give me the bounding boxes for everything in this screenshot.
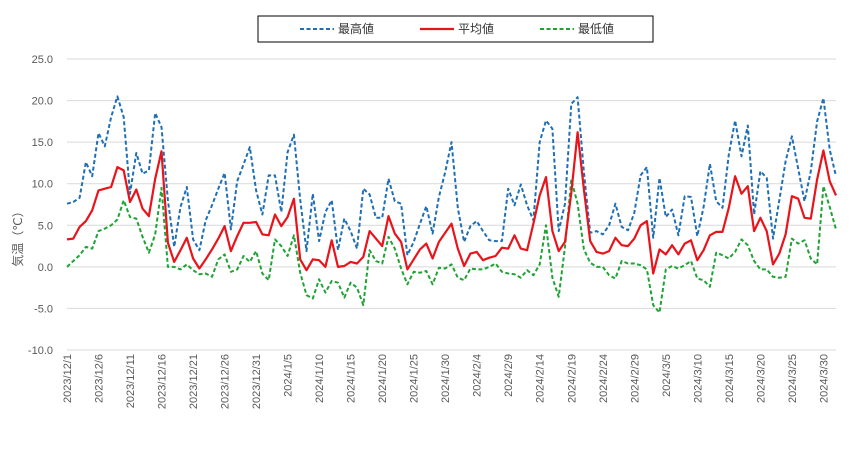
x-tick-label: 2024/1/10 (314, 354, 326, 403)
series-line-2 (66, 131, 838, 275)
x-tick-label: 2024/3/30 (818, 354, 830, 403)
y-tick-label: 10.0 (32, 179, 53, 191)
x-tick-label: 2023/12/6 (94, 354, 106, 403)
y-axis-title: 気温（℃） (10, 205, 25, 266)
x-tick-label: 2024/1/25 (409, 354, 421, 403)
x-tick-label: 2024/2/9 (503, 354, 515, 397)
series-line-1 (66, 95, 837, 257)
x-tick-label: 2024/2/19 (566, 354, 578, 403)
x-tick-label: 2023/12/21 (188, 354, 200, 409)
x-tick-label: 2024/2/14 (535, 354, 547, 403)
gridlines (67, 58, 836, 351)
x-tick-label: 2024/3/10 (692, 354, 704, 403)
x-tick-label: 2024/1/20 (377, 354, 389, 403)
x-tick-label: 2024/2/24 (598, 354, 610, 403)
x-tick-label: 2023/12/31 (251, 354, 263, 409)
x-tick-label: 2024/2/4 (472, 354, 484, 397)
y-axis-tick-labels: 25.0 20.0 15.0 10.0 5.0 0.0 -5.0 -10.0 (28, 54, 53, 357)
x-tick-label: 2023/12/16 (157, 354, 169, 409)
y-tick-label: -5.0 (34, 303, 53, 315)
legend: 最高値 平均値 最低値 (257, 15, 654, 43)
y-tick-label: 0.0 (38, 262, 53, 274)
y-tick-label: -10.0 (28, 345, 53, 357)
legend-box (257, 15, 654, 43)
series-line-3 (66, 178, 837, 314)
x-tick-label: 2024/1/5 (283, 354, 295, 397)
x-tick-label: 2023/12/11 (125, 354, 137, 408)
y-tick-label: 25.0 (32, 54, 53, 66)
x-tick-label: 2024/2/29 (629, 354, 641, 403)
legend-label-1: 最高値 (338, 21, 374, 36)
x-tick-label: 2023/12/1 (62, 354, 74, 403)
x-tick-label: 2024/3/20 (755, 354, 767, 403)
series-lines (66, 95, 838, 314)
y-tick-label: 5.0 (38, 220, 53, 232)
x-tick-label: 2024/3/5 (661, 354, 673, 397)
legend-label-2: 平均値 (458, 21, 494, 36)
y-tick-label: 20.0 (32, 96, 53, 108)
x-axis-tick-labels: 2023/12/1 2023/12/6 2023/12/11 2023/12/16 20… (62, 354, 830, 409)
legend-label-3: 最低値 (578, 21, 614, 36)
x-tick-label: 2024/3/15 (724, 354, 736, 403)
x-tick-label: 2024/1/15 (346, 354, 358, 403)
x-tick-label: 2024/1/30 (440, 354, 452, 403)
x-tick-label: 2023/12/26 (220, 354, 232, 409)
y-tick-label: 15.0 (32, 137, 53, 149)
x-tick-label: 2024/3/25 (787, 354, 799, 403)
